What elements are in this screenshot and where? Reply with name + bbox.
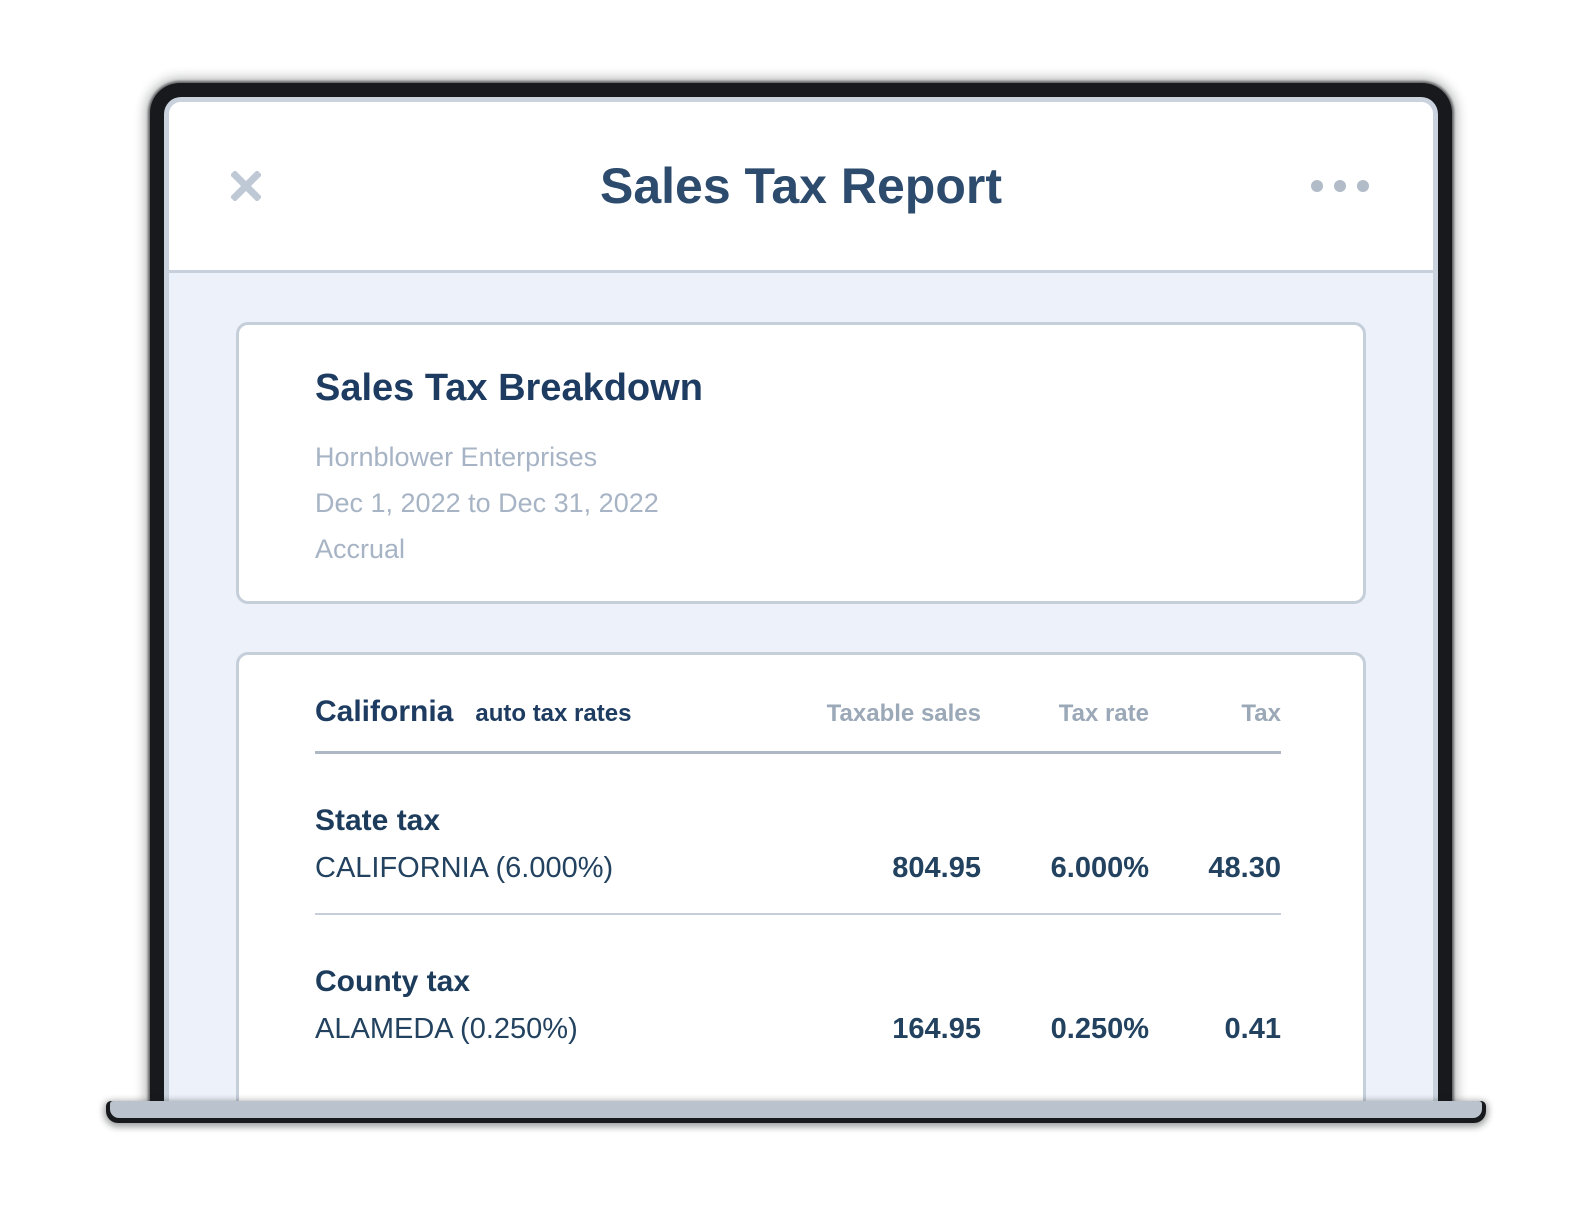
tax-rate-value: 6.000% <box>1050 852 1149 884</box>
table-row: CALIFORNIA (6.000%) 804.95 6.000% 48.30 <box>315 852 1281 885</box>
ellipsis-icon <box>1311 180 1323 192</box>
date-range: Dec 1, 2022 to Dec 31, 2022 <box>315 488 659 518</box>
group-label: State tax <box>315 804 441 837</box>
report-body: Sales Tax Breakdown Hornblower Enterpris… <box>169 273 1433 1101</box>
region-name: California <box>315 695 454 728</box>
screen-bezel: Sales Tax Report Sales Tax Breakdown Hor… <box>164 97 1438 1101</box>
window-title: Sales Tax Report <box>599 158 1002 214</box>
table-header-row: California auto tax rates Taxable sales … <box>315 695 1281 729</box>
column-header-taxable-sales: Taxable sales <box>826 700 981 727</box>
tax-value: 48.30 <box>1208 852 1281 884</box>
taxable-sales-value: 164.95 <box>892 1013 981 1045</box>
laptop-base-bar <box>110 1101 1482 1118</box>
accounting-basis: Accrual <box>315 534 406 564</box>
ellipsis-icon <box>1357 180 1369 192</box>
close-button[interactable] <box>226 166 266 206</box>
company-name: Hornblower Enterprises <box>315 442 598 472</box>
rate-mode-label: auto tax rates <box>475 700 632 727</box>
tax-group-county: County tax ALAMEDA (0.250%) 164.95 0.250… <box>315 915 1281 1046</box>
window-titlebar: Sales Tax Report <box>169 102 1433 273</box>
ellipsis-icon <box>1334 180 1346 192</box>
tax-table-card: California auto tax rates Taxable sales … <box>236 652 1366 1101</box>
laptop-screen-frame: Sales Tax Report Sales Tax Breakdown Hor… <box>150 83 1452 1101</box>
taxable-sales-value: 804.95 <box>892 852 981 884</box>
tax-row-name: ALAMEDA (0.250%) <box>315 1013 578 1045</box>
summary-title: Sales Tax Breakdown <box>315 367 703 409</box>
tax-rate-value: 0.250% <box>1050 1013 1149 1045</box>
report-window: Sales Tax Report Sales Tax Breakdown Hor… <box>169 102 1433 1101</box>
laptop-base <box>106 1101 1486 1123</box>
column-header-tax: Tax <box>1241 700 1281 727</box>
row-divider <box>315 913 1281 915</box>
group-label: County tax <box>315 965 471 998</box>
summary-card: Sales Tax Breakdown Hornblower Enterpris… <box>236 322 1366 604</box>
tax-value: 0.41 <box>1224 1013 1281 1045</box>
column-header-tax-rate: Tax rate <box>1058 700 1149 727</box>
more-menu-button[interactable] <box>1311 180 1369 192</box>
close-icon <box>231 171 261 201</box>
tax-group-state: State tax CALIFORNIA (6.000%) 804.95 6.0… <box>315 754 1281 915</box>
tax-row-name: CALIFORNIA (6.000%) <box>315 852 614 884</box>
table-row: ALAMEDA (0.250%) 164.95 0.250% 0.41 <box>315 1013 1281 1046</box>
table-head-divider <box>315 751 1281 754</box>
